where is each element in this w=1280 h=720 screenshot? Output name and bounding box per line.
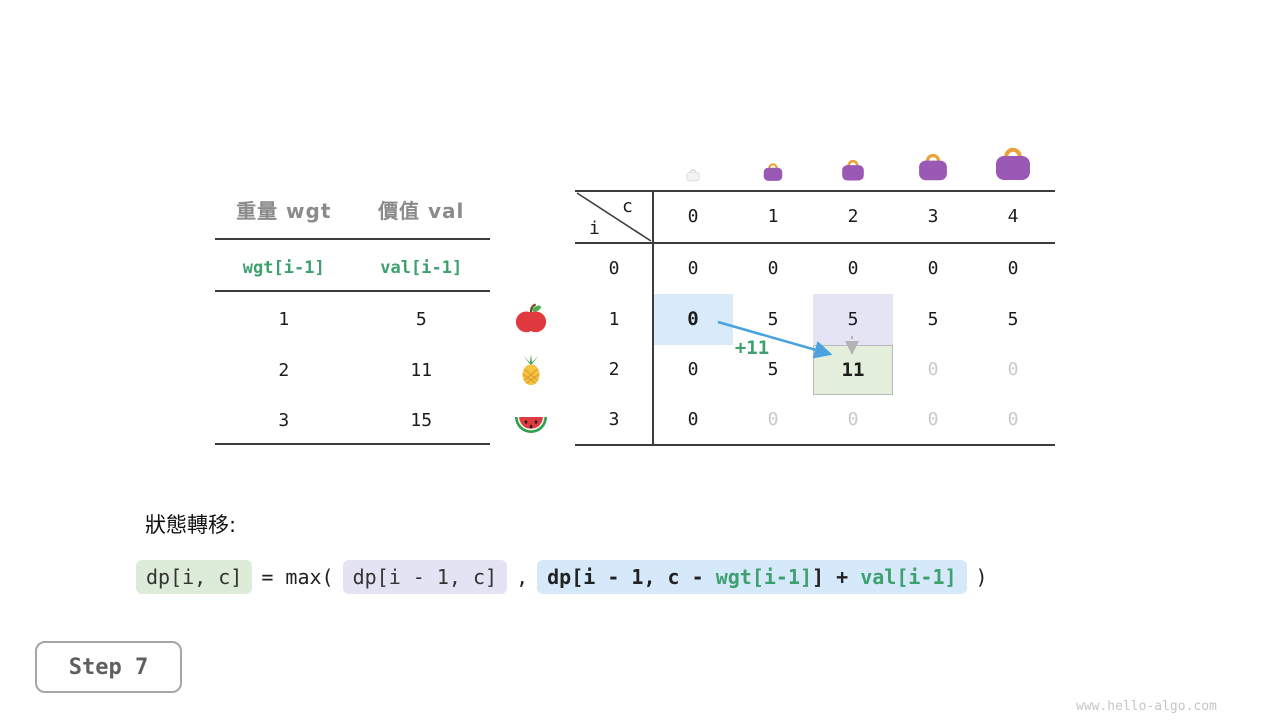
watermelon-icon [513, 404, 547, 438]
dp-cell-0-1: 0 [767, 258, 779, 279]
col-header-3: 3 [927, 206, 939, 227]
bag-medium-icon [839, 156, 867, 186]
wgt-formula-label: wgt[i-1] [242, 258, 325, 278]
dp-cell-2-2: 11 [841, 359, 865, 381]
dp-row-3: 0 0 0 0 0 [653, 395, 1053, 445]
item-3-weight: 3 [278, 410, 290, 431]
item-2-weight: 2 [278, 360, 290, 381]
item-table-header: 重量 wgt 價值 val [215, 196, 490, 226]
option-b-part1: dp[i - 1, c - [547, 565, 716, 589]
item-table-rule [215, 290, 490, 292]
item-table: 重量 wgt 價值 val wgt[i-1] val[i-1] 1 5 2 11… [215, 190, 490, 450]
bag-xlarge-icon [991, 142, 1035, 186]
dp-table-top-rule [575, 190, 1055, 192]
item-row-3: 3 15 [215, 406, 490, 436]
option-b-part3: ] + [812, 565, 861, 589]
state-transition-formula: dp[i, c] = max( dp[i - 1, c] , dp[i - 1,… [136, 560, 988, 594]
col-header-4: 4 [1007, 206, 1019, 227]
val-formula-label: val[i-1] [380, 258, 463, 278]
dp-cell-2-0: 0 [687, 359, 699, 380]
dp-column-headers: 0 1 2 3 4 [653, 192, 1053, 242]
row-header-2: 2 [608, 359, 620, 380]
dp-cell-1-4: 5 [1007, 309, 1019, 330]
dp-row-2: 0 5 11 0 0 [653, 345, 1053, 395]
dp-table-bottom-rule [575, 444, 1055, 446]
formula-close-paren: ) [975, 565, 988, 589]
corner-col-var: c [622, 196, 633, 217]
watermark: www.hello-algo.com [1076, 699, 1217, 714]
col-header-2: 2 [847, 206, 859, 227]
value-column-header: 價值 val [378, 199, 465, 223]
dp-row-0: 0 0 0 0 0 [653, 243, 1053, 294]
dp-table-header-rule [575, 242, 1055, 244]
item-1-weight: 1 [278, 309, 290, 330]
dp-cell-3-1: 0 [767, 409, 779, 430]
dp-cell-2-1: 5 [767, 359, 779, 380]
dp-cell-1-1: 5 [767, 309, 779, 330]
formula-option-b-chip: dp[i - 1, c - wgt[i-1]] + val[i-1] [537, 560, 967, 594]
formula-equals-max: = max( [261, 565, 334, 589]
state-transition-label: 狀態轉移: [145, 513, 237, 537]
item-row-2: 2 11 [215, 356, 490, 386]
dp-row-headers: 0 1 2 3 [575, 243, 653, 445]
dp-cell-1-0: 0 [687, 308, 699, 330]
dp-cell-0-2: 0 [847, 258, 859, 279]
dp-cell-0-4: 0 [1007, 258, 1019, 279]
item-3-value: 15 [410, 410, 433, 431]
dp-cell-2-3: 0 [927, 359, 939, 380]
pineapple-icon [514, 353, 548, 387]
row-header-1: 1 [608, 309, 620, 330]
col-header-1: 1 [767, 206, 779, 227]
option-b-val: val[i-1] [860, 565, 957, 589]
step-indicator: Step 7 [35, 641, 182, 693]
dp-row-1: 0 5 5 5 5 [653, 294, 1053, 345]
bag-large-icon [915, 149, 951, 186]
col-header-0: 0 [687, 206, 699, 227]
formula-option-a-chip: dp[i - 1, c] [342, 560, 508, 594]
item-row-1: 1 5 [215, 305, 490, 335]
dp-cell-0-3: 0 [927, 258, 939, 279]
item-table-rule [215, 443, 490, 445]
option-b-wgt: wgt[i-1] [715, 565, 813, 589]
value-gain-annotation: +11 [734, 337, 770, 359]
formula-comma: , [516, 565, 529, 589]
apple-icon [514, 302, 548, 336]
row-header-3: 3 [608, 409, 620, 430]
weight-column-header: 重量 wgt [236, 199, 332, 223]
dp-cell-2-4: 0 [1007, 359, 1019, 380]
dp-cell-3-2: 0 [847, 409, 859, 430]
corner-diagonal-line [576, 192, 652, 242]
item-table-rule [215, 238, 490, 240]
row-header-0: 0 [608, 258, 620, 279]
dp-cell-3-4: 0 [1007, 409, 1019, 430]
dp-cell-3-0: 0 [687, 409, 699, 430]
item-1-value: 5 [415, 309, 427, 330]
dp-cell-0-0: 0 [687, 258, 699, 279]
corner-row-var: i [589, 218, 600, 239]
bag-small-icon [761, 160, 785, 186]
dp-cell-1-2: 5 [847, 309, 859, 330]
dp-cell-3-3: 0 [927, 409, 939, 430]
empty-bag-icon [685, 167, 701, 186]
dp-table-vertical-rule [652, 190, 654, 446]
item-2-value: 11 [410, 360, 433, 381]
dp-cell-1-3: 5 [927, 309, 939, 330]
item-table-formula-row: wgt[i-1] val[i-1] [215, 253, 490, 283]
dp-cell-grid: 0 0 0 0 0 0 5 5 5 5 0 5 11 0 0 0 0 0 0 0 [653, 243, 1053, 445]
formula-lhs-chip: dp[i, c] [136, 560, 253, 594]
